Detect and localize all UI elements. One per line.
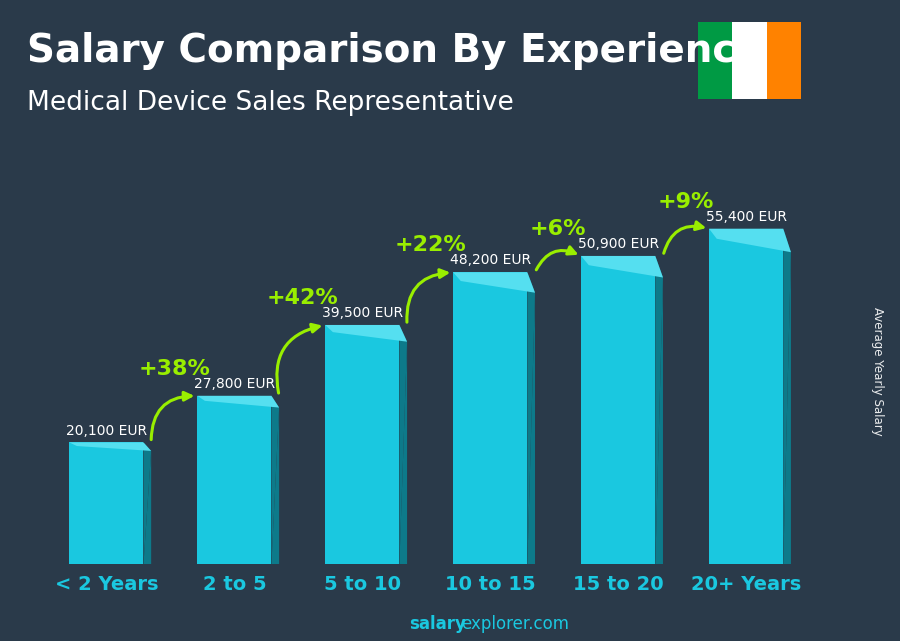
Polygon shape <box>69 442 151 451</box>
Bar <box>325 325 400 564</box>
Text: 50,900 EUR: 50,900 EUR <box>578 237 659 251</box>
Text: salary: salary <box>410 615 466 633</box>
Polygon shape <box>453 272 535 293</box>
Text: 39,500 EUR: 39,500 EUR <box>321 306 403 320</box>
Text: +6%: +6% <box>530 219 586 239</box>
Bar <box>709 229 783 564</box>
Polygon shape <box>655 256 663 564</box>
Text: 48,200 EUR: 48,200 EUR <box>450 253 531 267</box>
Polygon shape <box>143 451 151 564</box>
Text: explorer.com: explorer.com <box>461 615 569 633</box>
Text: 20,100 EUR: 20,100 EUR <box>66 424 147 438</box>
Polygon shape <box>272 408 279 564</box>
Polygon shape <box>527 293 535 564</box>
Text: +42%: +42% <box>266 288 338 308</box>
Polygon shape <box>197 395 279 408</box>
Polygon shape <box>783 229 791 564</box>
Polygon shape <box>325 325 407 342</box>
Bar <box>453 272 527 564</box>
Polygon shape <box>400 342 407 564</box>
Polygon shape <box>655 278 663 564</box>
Text: Medical Device Sales Representative: Medical Device Sales Representative <box>27 90 514 116</box>
Text: 55,400 EUR: 55,400 EUR <box>706 210 787 224</box>
Bar <box>732 22 767 99</box>
Text: +38%: +38% <box>139 359 210 379</box>
Bar <box>698 22 732 99</box>
Polygon shape <box>709 229 791 252</box>
Polygon shape <box>581 256 663 278</box>
Text: Salary Comparison By Experience: Salary Comparison By Experience <box>27 32 761 70</box>
Polygon shape <box>143 442 151 564</box>
Polygon shape <box>783 252 791 564</box>
Polygon shape <box>527 272 535 564</box>
Text: 27,800 EUR: 27,800 EUR <box>194 377 274 391</box>
Text: Average Yearly Salary: Average Yearly Salary <box>871 308 884 436</box>
Bar <box>767 22 801 99</box>
Bar <box>197 395 272 564</box>
Bar <box>581 256 655 564</box>
Bar <box>69 442 143 564</box>
Polygon shape <box>400 325 407 564</box>
Text: +9%: +9% <box>658 192 715 212</box>
Text: +22%: +22% <box>394 235 466 255</box>
Polygon shape <box>272 395 279 564</box>
